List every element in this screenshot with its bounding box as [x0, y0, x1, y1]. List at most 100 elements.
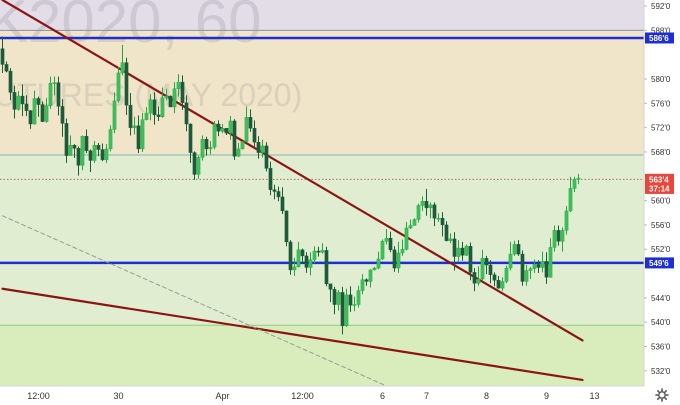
candle-body [548, 247, 553, 278]
candle-body [468, 245, 473, 273]
candle-body [180, 81, 185, 103]
candle-body [20, 95, 25, 105]
candle-body [488, 264, 493, 275]
candle-body [524, 270, 529, 282]
candle-body [256, 142, 261, 153]
candle-body [572, 179, 577, 189]
y-tick-label: 588'0 [651, 26, 671, 35]
candle-body [16, 95, 21, 110]
price-zone [0, 325, 644, 386]
candle-body [432, 204, 437, 219]
candle-body [460, 247, 465, 256]
candle-body [544, 261, 549, 278]
candle-body [496, 280, 501, 289]
candle-body [336, 292, 341, 305]
price-zone [0, 0, 644, 31]
price-tags: 586'6 563'437:14 549'6 [645, 32, 674, 269]
candle-body [504, 267, 509, 282]
trendline [2, 215, 387, 387]
candle-body [240, 141, 245, 150]
candle-body [228, 120, 233, 134]
price-tag-box [645, 32, 674, 44]
candle-body [52, 82, 57, 84]
candle-body [176, 81, 181, 89]
candle-body [512, 244, 517, 255]
price-axis[interactable]: 592'0 588'0 580'0 576'0 572'0 568'0 560'0 556'0… [643, 0, 680, 386]
x-tick-label: Apr [215, 391, 229, 401]
time-axis[interactable]: 12:00 30 Apr 12:00 6 7 8 9 13 [0, 385, 680, 405]
candle-body [300, 249, 305, 257]
gear-icon-teeth [655, 388, 669, 402]
candle-body [372, 267, 377, 271]
price-zones [0, 0, 644, 386]
x-tick-label: 12:00 [27, 391, 50, 401]
candle-body [136, 125, 141, 150]
candle-body [560, 230, 565, 242]
candle-body [312, 250, 317, 260]
x-tick-label: 12:00 [291, 391, 314, 401]
candle-body [484, 258, 489, 266]
candle-body [472, 272, 477, 284]
watermark-symbol: K2020, 60 [0, 0, 262, 55]
y-tick-label: 544'0 [651, 294, 671, 303]
candle-body [340, 292, 345, 327]
candle-body [44, 105, 49, 122]
candle-body [280, 196, 285, 212]
gear-icon[interactable] [658, 391, 666, 399]
candle-body [48, 83, 53, 106]
x-tick-label: 30 [113, 391, 123, 401]
candle-body [64, 123, 69, 156]
candle-body [196, 157, 201, 175]
candle-body [40, 104, 45, 122]
candle-body [540, 261, 545, 268]
price-tag-label: 37:14 [649, 184, 670, 193]
y-tick-label: 536'0 [651, 342, 671, 351]
candle-body [516, 244, 521, 255]
candle-body [8, 70, 13, 93]
candle-body [288, 241, 293, 271]
candle-body [456, 247, 461, 257]
candle-body [116, 72, 121, 102]
y-tick-label: 556'0 [651, 221, 671, 230]
trendline [1, 0, 584, 342]
candle-body [32, 98, 37, 125]
candle-body [520, 253, 525, 282]
candle-body [204, 139, 209, 150]
trendline [1, 287, 584, 382]
candle-body [452, 238, 457, 257]
candle-body [236, 148, 241, 157]
x-tick-label: 9 [544, 391, 549, 401]
horizontal-levels [0, 29, 644, 326]
x-tick-labels: 12:00 30 Apr 12:00 6 7 8 9 13 [27, 391, 599, 401]
price-tag-label: 549'6 [649, 259, 669, 268]
candle-body [24, 103, 29, 111]
candle-body [56, 82, 61, 107]
candle-body [396, 252, 401, 269]
candle-body [412, 219, 417, 226]
candle-body [368, 269, 373, 282]
candle-body [420, 201, 425, 206]
candle-body [536, 264, 541, 268]
candle-body [156, 114, 161, 117]
candle-body [28, 110, 33, 125]
candle-body [224, 128, 229, 134]
candle-body [152, 99, 157, 116]
candle-body [328, 283, 333, 290]
candle-body [128, 104, 133, 128]
price-zone [0, 30, 644, 156]
candle-body [436, 218, 441, 220]
price-tag-box [645, 173, 674, 185]
candle-body [124, 62, 129, 106]
candle-body [208, 146, 213, 150]
candle-body [212, 123, 217, 148]
price-tag-label: 563'4 [649, 175, 669, 184]
chart-settings-button[interactable] [655, 388, 669, 402]
candle-body [388, 238, 393, 251]
candles [0, 36, 581, 335]
y-tick-label: 540'0 [651, 318, 671, 327]
candle-body [348, 294, 353, 306]
candle-body [304, 255, 309, 268]
candle-body [104, 148, 109, 161]
candle-body [508, 253, 513, 269]
